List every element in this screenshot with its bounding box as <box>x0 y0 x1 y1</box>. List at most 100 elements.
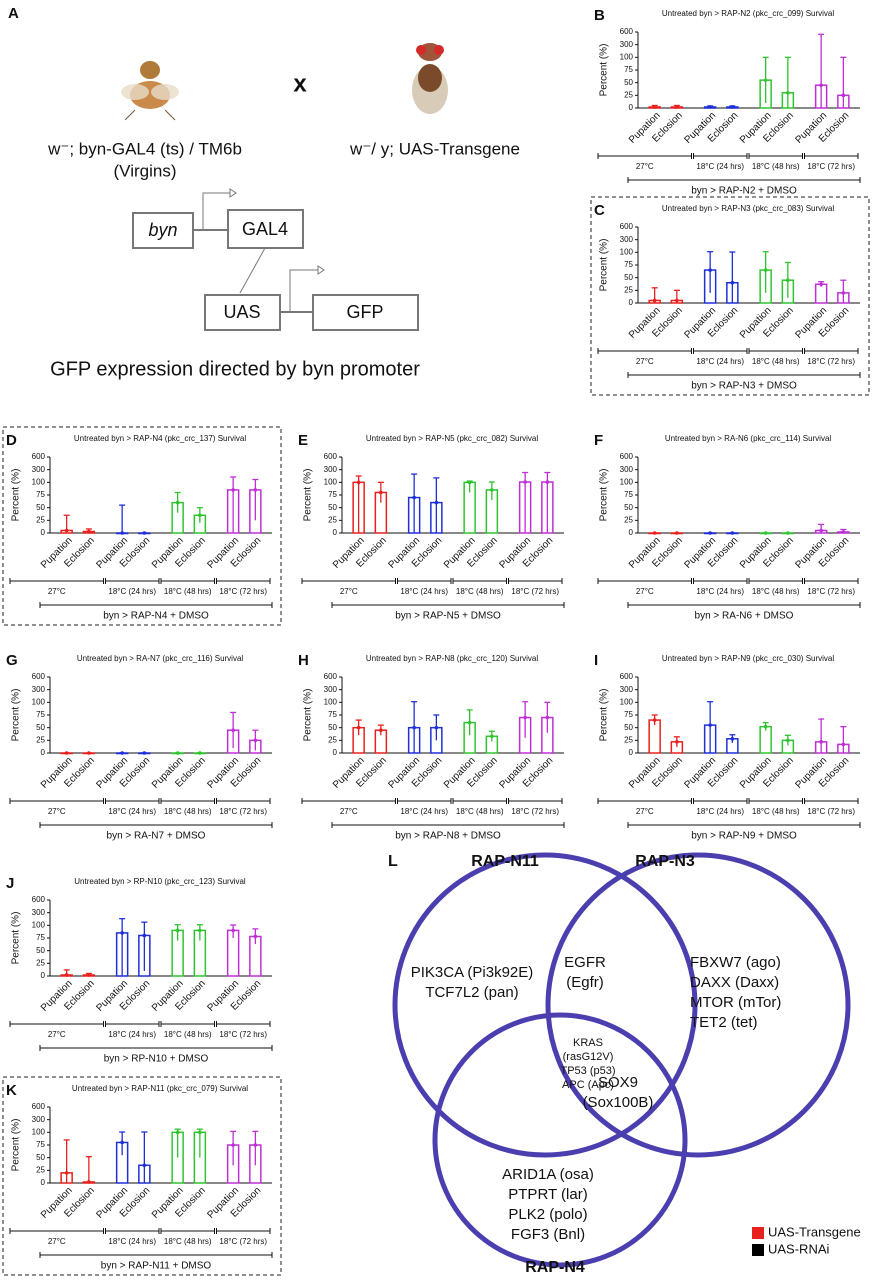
y-tick-label: 0 <box>41 748 46 757</box>
data-point <box>467 480 472 485</box>
group-label: 18°C (48 hrs) <box>164 587 212 596</box>
group-label: 18°C (72 hrs) <box>219 807 267 816</box>
footer-label: byn > RAP-N8 + DMSO <box>395 831 501 842</box>
data-point <box>87 1180 91 1184</box>
y-tick-label: 100 <box>32 477 46 486</box>
data-point <box>708 105 712 109</box>
data-point <box>730 280 735 285</box>
y-axis-label: Percent (%) <box>11 912 22 965</box>
data-point <box>841 291 846 295</box>
y-tick-label: 0 <box>629 103 634 112</box>
group-label: 27°C <box>340 587 358 596</box>
footer-label: byn > RP-N10 + DMSO <box>104 1054 209 1065</box>
y-tick-label: 25 <box>624 285 633 294</box>
y-tick-label: 600 <box>620 27 634 36</box>
data-point <box>87 751 91 755</box>
y-tick-label: 600 <box>32 895 46 904</box>
driver-label: GAL4 <box>242 219 288 239</box>
group-label: 18°C (72 hrs) <box>807 162 855 171</box>
group-label: 18°C (24 hrs) <box>696 587 744 596</box>
bar-chart: B Untreated byn > RAP-N2 (pkc_crc_099) Su… <box>594 7 861 197</box>
data-point <box>231 488 235 492</box>
data-point <box>64 973 69 977</box>
gene-label: TET2 (tet) <box>690 1014 758 1031</box>
data-point <box>652 531 657 535</box>
data-point <box>819 282 823 287</box>
data-point <box>120 931 124 935</box>
bar-chart: E Untreated byn > RAP-N5 (pkc_crc_082) Su… <box>298 432 565 622</box>
data-point <box>356 725 361 730</box>
data-point <box>763 78 768 82</box>
y-tick-label: 100 <box>620 477 634 486</box>
panel-label: I <box>594 652 598 669</box>
set-label: RAP-N4 <box>525 1259 585 1276</box>
y-tick-label: 300 <box>32 465 46 474</box>
data-point <box>652 298 657 303</box>
panel-label: H <box>298 652 309 669</box>
legend-label: UAS-Transgene <box>768 1224 861 1239</box>
data-point <box>730 105 735 109</box>
data-point <box>675 531 679 535</box>
data-point <box>120 531 124 535</box>
gene-label: MTOR (mTor) <box>690 994 781 1011</box>
panel-label: L <box>388 853 398 870</box>
chart-title: Untreated byn > RAP-N9 (pkc_crc_030) Sur… <box>662 654 835 663</box>
y-tick-label: 25 <box>624 90 633 99</box>
bar-chart: H Untreated byn > RAP-N8 (pkc_crc_120) Su… <box>298 652 565 842</box>
y-tick-label: 300 <box>620 40 634 49</box>
y-tick-label: 0 <box>41 971 46 980</box>
data-point <box>730 531 735 535</box>
y-tick-label: 100 <box>32 697 46 706</box>
gene-label: (Sox100B) <box>583 1094 654 1111</box>
group-label: 27°C <box>48 587 66 596</box>
y-tick-label: 100 <box>32 920 46 929</box>
y-tick-label: 25 <box>36 958 45 967</box>
y-axis-label: Percent (%) <box>599 44 610 97</box>
group-label: 18°C (72 hrs) <box>219 1237 267 1246</box>
data-point <box>841 530 846 534</box>
data-point <box>231 728 235 732</box>
y-tick-label: 0 <box>41 1178 46 1187</box>
gene-label: KRAS <box>573 1037 603 1049</box>
footer-label: byn > RAP-N2 + DMSO <box>691 186 797 197</box>
chart-title: Untreated byn > RAP-N11 (pkc_crc_079) Su… <box>72 1084 248 1093</box>
y-tick-label: 25 <box>36 515 45 524</box>
chart-title: Untreated byn > RA-N6 (pkc_crc_114) Surv… <box>665 434 832 443</box>
panel-label: G <box>6 652 18 669</box>
bar <box>814 283 828 304</box>
data-point <box>841 742 846 747</box>
data-point <box>64 1171 69 1175</box>
set-label: RAP-N11 <box>471 853 539 870</box>
data-point <box>142 751 147 755</box>
group-label: 18°C (24 hrs) <box>400 807 448 816</box>
data-point <box>175 751 180 755</box>
uas-label: UAS <box>223 302 260 322</box>
data-point <box>253 1143 258 1147</box>
group-label: 27°C <box>636 357 654 366</box>
y-tick-label: 25 <box>36 735 45 744</box>
bar-chart: K Untreated byn > RAP-N11 (pkc_crc_079) S… <box>2 1076 282 1276</box>
y-tick-label: 75 <box>624 710 633 719</box>
data-point <box>356 480 361 485</box>
data-point <box>841 93 846 98</box>
y-tick-label: 75 <box>36 1140 45 1149</box>
y-tick-label: 600 <box>324 672 338 681</box>
y-tick-label: 100 <box>620 52 634 61</box>
fly-icon <box>412 43 448 114</box>
data-point <box>545 715 550 720</box>
parent-note: (Virgins) <box>114 161 177 180</box>
footer-label: byn > RAP-N11 + DMSO <box>101 1261 212 1272</box>
data-point <box>253 488 258 492</box>
y-tick-label: 300 <box>620 465 634 474</box>
venn-diagram: L RAP-N11 RAP-N3 RAP-N4 PIK3CA (Pi3k92E) TCF… <box>388 852 861 1276</box>
data-point <box>675 298 679 303</box>
cross-symbol: x <box>293 70 307 97</box>
gene-label: (rasG12V) <box>563 1051 614 1063</box>
panel-label: K <box>6 1082 17 1099</box>
data-point <box>819 528 823 533</box>
group-label: 18°C (72 hrs) <box>807 807 855 816</box>
group-label: 18°C (72 hrs) <box>511 807 559 816</box>
group-label: 27°C <box>636 162 654 171</box>
y-tick-label: 25 <box>624 735 633 744</box>
data-point <box>763 724 768 729</box>
